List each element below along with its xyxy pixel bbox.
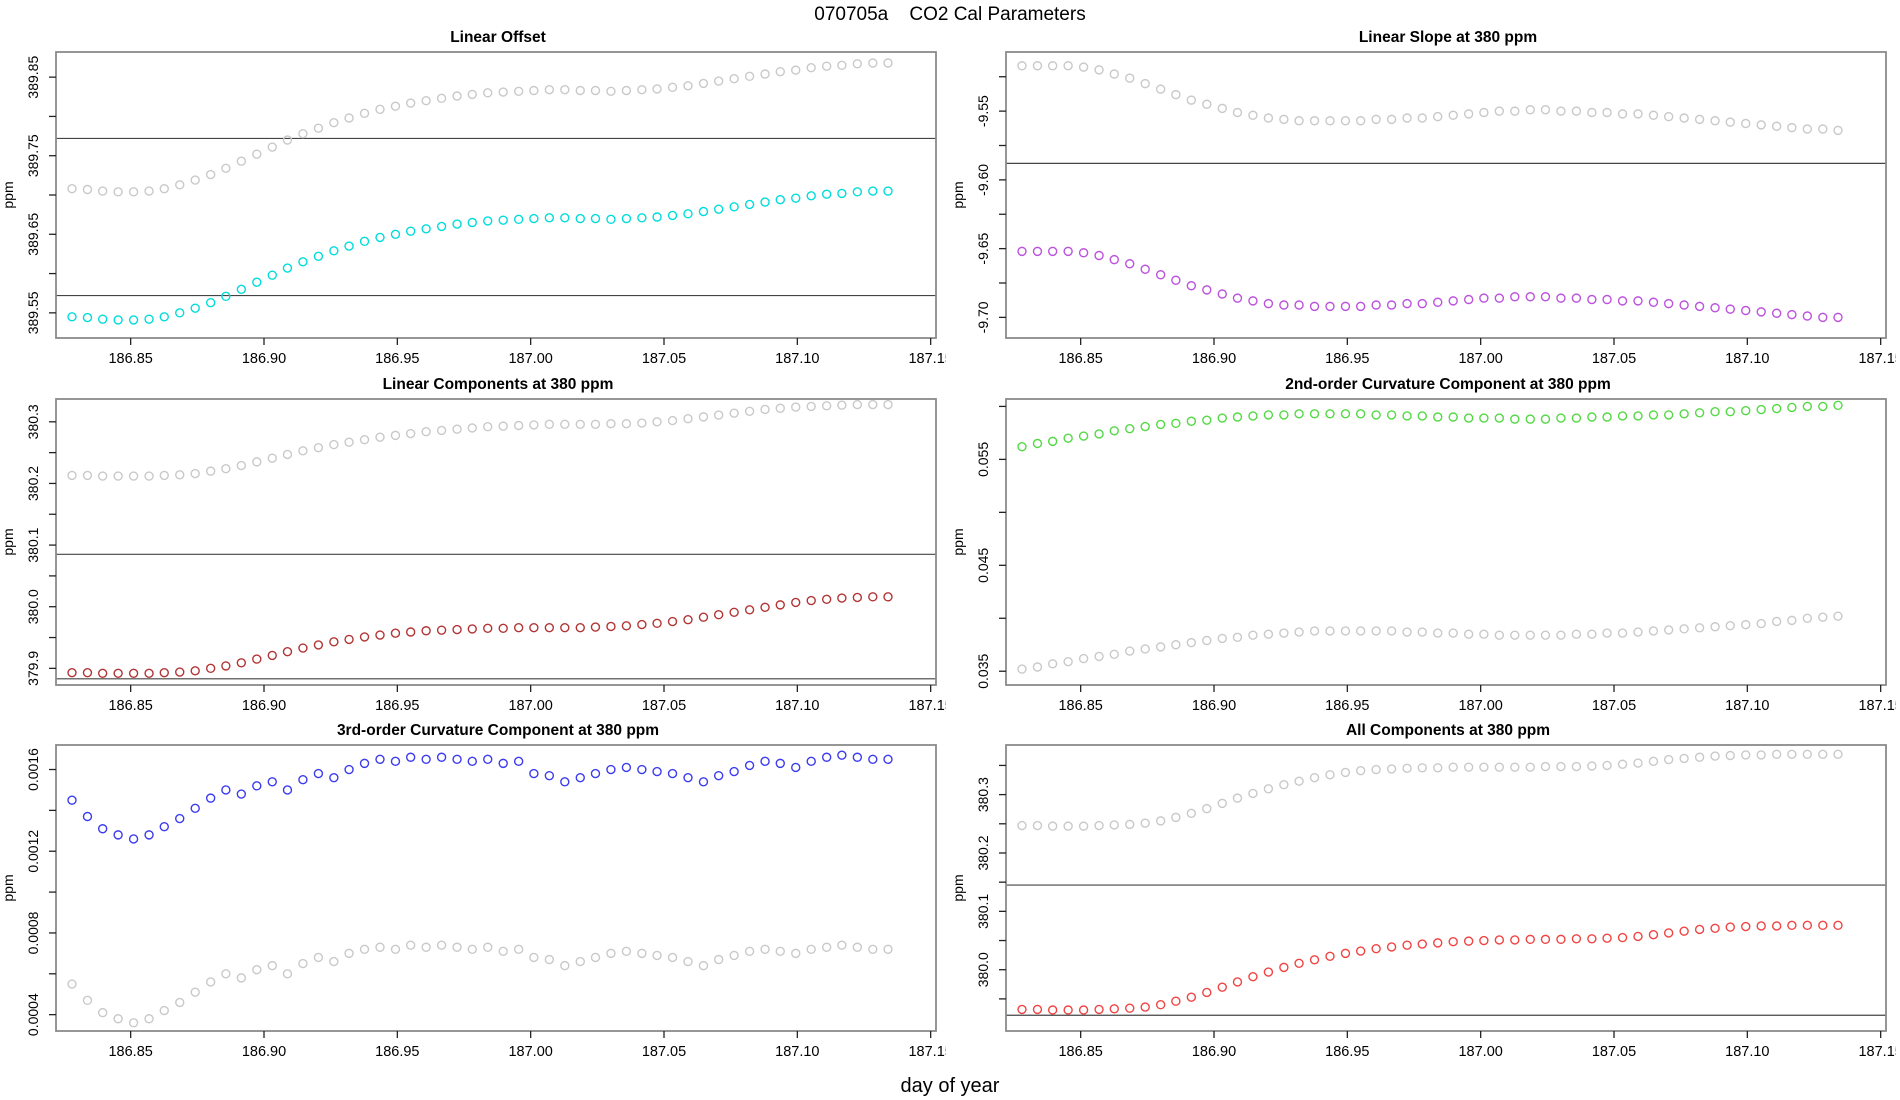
panel-3rd-order-curvature: 3rd-order Curvature Component at 380 ppm… xyxy=(0,721,950,1068)
svg-text:379.9: 379.9 xyxy=(25,650,41,685)
svg-text:389.75: 389.75 xyxy=(25,134,41,177)
svg-text:-9.55: -9.55 xyxy=(975,95,991,127)
panel-grid: Linear Offset 389.55 389.65 389.75 389.85 18… xyxy=(0,28,1900,1068)
svg-text:187.10: 187.10 xyxy=(1725,351,1769,367)
svg-text:186.90: 186.90 xyxy=(1192,698,1236,714)
plot-3rd-order-curvature: 0.0004 0.0008 0.0012 0.0016 186.85 186.90 186.… xyxy=(0,744,946,1060)
svg-text:0.0016: 0.0016 xyxy=(25,748,41,791)
svg-text:186.85: 186.85 xyxy=(108,351,152,367)
plot-linear-components: 379.9 380.0 380.1 380.2 380.3 186.85 186.90 186… xyxy=(0,397,946,714)
svg-text:187.05: 187.05 xyxy=(642,351,686,367)
svg-text:187.00: 187.00 xyxy=(508,698,552,714)
svg-text:380.1: 380.1 xyxy=(25,527,41,562)
plot-linear-offset: 389.55 389.65 389.75 389.85 186.85 186.90 186.… xyxy=(0,51,946,367)
svg-text:186.85: 186.85 xyxy=(1058,698,1102,714)
svg-text:187.15: 187.15 xyxy=(908,1044,946,1060)
svg-text:186.90: 186.90 xyxy=(242,351,286,367)
svg-text:186.85: 186.85 xyxy=(1058,1044,1102,1060)
svg-text:187.00: 187.00 xyxy=(508,1044,552,1060)
svg-text:ppm: ppm xyxy=(950,875,966,902)
plot-linear-slope: -9.70 -9.65 -9.60 -9.55 186.85 186.90 186.95 18… xyxy=(950,51,1896,367)
svg-text:-9.70: -9.70 xyxy=(975,301,991,333)
panel-title: Linear Offset xyxy=(450,29,546,46)
svg-text:187.10: 187.10 xyxy=(1725,698,1769,714)
svg-text:186.95: 186.95 xyxy=(1325,351,1369,367)
svg-text:187.10: 187.10 xyxy=(775,351,819,367)
svg-text:187.00: 187.00 xyxy=(1458,698,1502,714)
panel-all-components: All Components at 380 ppm 380.0 380.1 380.… xyxy=(950,721,1900,1068)
svg-text:ppm: ppm xyxy=(950,181,966,208)
panel-linear-offset: Linear Offset 389.55 389.65 389.75 389.85 18… xyxy=(0,28,950,375)
svg-text:187.15: 187.15 xyxy=(1858,1044,1896,1060)
svg-text:187.05: 187.05 xyxy=(1592,1044,1636,1060)
svg-text:187.05: 187.05 xyxy=(642,1044,686,1060)
svg-text:380.0: 380.0 xyxy=(975,952,991,987)
svg-text:186.95: 186.95 xyxy=(1325,698,1369,714)
plot-all-components: 380.0 380.1 380.2 380.3 186.85 186.90 186.95 18… xyxy=(950,744,1896,1060)
svg-text:-9.65: -9.65 xyxy=(975,232,991,264)
svg-text:186.95: 186.95 xyxy=(1325,1044,1369,1060)
svg-text:186.95: 186.95 xyxy=(375,1044,419,1060)
svg-text:186.90: 186.90 xyxy=(1192,1044,1236,1060)
svg-text:380.0: 380.0 xyxy=(25,589,41,624)
svg-text:380.2: 380.2 xyxy=(25,465,41,500)
svg-text:187.15: 187.15 xyxy=(908,698,946,714)
svg-text:187.15: 187.15 xyxy=(1858,351,1896,367)
svg-text:-9.60: -9.60 xyxy=(975,164,991,196)
svg-text:ppm: ppm xyxy=(950,528,966,555)
svg-text:0.0004: 0.0004 xyxy=(25,993,41,1036)
panel-title: Linear Components at 380 ppm xyxy=(382,375,614,393)
figure-title: 070705a CO2 Cal Parameters xyxy=(814,4,1086,25)
svg-text:186.85: 186.85 xyxy=(1058,351,1102,367)
svg-text:187.00: 187.00 xyxy=(1458,351,1502,367)
svg-text:186.95: 186.95 xyxy=(375,698,419,714)
svg-text:ppm: ppm xyxy=(0,875,16,902)
svg-text:389.55: 389.55 xyxy=(25,291,41,334)
svg-text:187.00: 187.00 xyxy=(508,351,552,367)
svg-text:0.0012: 0.0012 xyxy=(25,830,41,873)
svg-text:187.10: 187.10 xyxy=(775,1044,819,1060)
panel-title: All Components at 380 ppm xyxy=(1345,722,1551,740)
panel-title: 2nd-order Curvature Component at 380 ppm xyxy=(1285,375,1611,393)
svg-text:0.055: 0.055 xyxy=(975,441,991,476)
svg-text:380.3: 380.3 xyxy=(975,777,991,812)
svg-text:380.3: 380.3 xyxy=(25,404,41,439)
svg-text:186.90: 186.90 xyxy=(1192,351,1236,367)
x-axis-label: day of year xyxy=(900,1075,1000,1097)
panel-title: Linear Slope at 380 ppm xyxy=(1358,29,1538,46)
svg-text:187.15: 187.15 xyxy=(908,351,946,367)
svg-text:187.05: 187.05 xyxy=(642,698,686,714)
svg-text:187.10: 187.10 xyxy=(1725,1044,1769,1060)
svg-text:ppm: ppm xyxy=(0,528,16,555)
svg-text:0.035: 0.035 xyxy=(975,653,991,688)
plot-2nd-order-curvature: 0.035 0.045 0.055 186.85 186.90 186.95 187.00 1… xyxy=(950,397,1896,714)
svg-text:187.05: 187.05 xyxy=(1592,698,1636,714)
svg-text:380.1: 380.1 xyxy=(975,894,991,929)
svg-text:187.10: 187.10 xyxy=(775,698,819,714)
svg-text:ppm: ppm xyxy=(0,181,16,208)
svg-text:380.2: 380.2 xyxy=(975,836,991,871)
svg-text:186.90: 186.90 xyxy=(242,698,286,714)
svg-text:187.15: 187.15 xyxy=(1858,698,1896,714)
svg-text:0.0008: 0.0008 xyxy=(25,912,41,955)
panel-linear-slope: Linear Slope at 380 ppm -9.70 -9.65 -9.60-… xyxy=(950,28,1900,375)
svg-text:187.05: 187.05 xyxy=(1592,351,1636,367)
panel-title: 3rd-order Curvature Component at 380 ppm xyxy=(336,722,660,740)
svg-text:186.85: 186.85 xyxy=(108,698,152,714)
panel-linear-components: Linear Components at 380 ppm 379.9 380.0 3… xyxy=(0,375,950,722)
panel-2nd-order-curvature: 2nd-order Curvature Component at 380 ppm… xyxy=(950,375,1900,722)
svg-text:0.045: 0.045 xyxy=(975,547,991,582)
svg-text:389.65: 389.65 xyxy=(25,213,41,256)
svg-text:186.90: 186.90 xyxy=(242,1044,286,1060)
svg-text:186.95: 186.95 xyxy=(375,351,419,367)
svg-text:186.85: 186.85 xyxy=(108,1044,152,1060)
svg-text:389.85: 389.85 xyxy=(25,56,41,99)
svg-text:187.00: 187.00 xyxy=(1458,1044,1502,1060)
